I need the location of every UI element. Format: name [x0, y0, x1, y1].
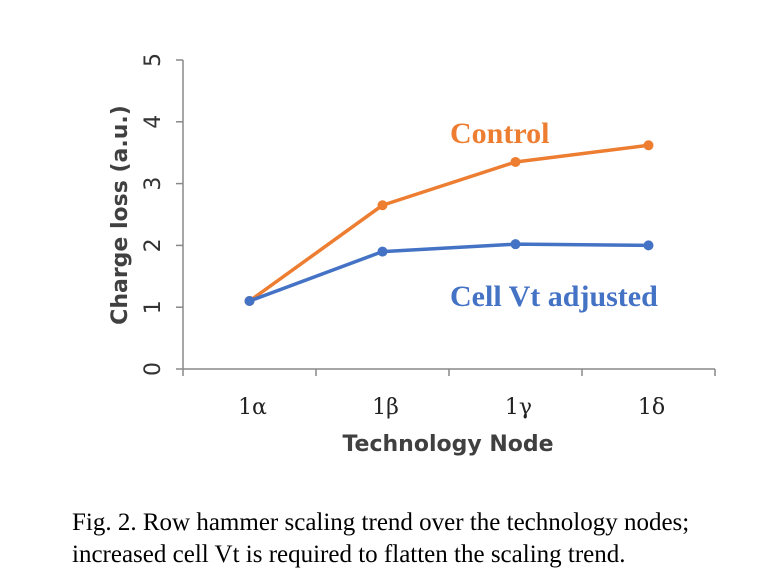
- caption-line-2: increased cell Vt is required to flatten…: [72, 541, 626, 568]
- y-tick-label: 3: [141, 177, 166, 191]
- line-chart: 0 1 2 3 4 5 1α 1β 1γ 1δ Charge loss (a.u.) Techn…: [108, 53, 716, 457]
- data-point: [643, 140, 654, 151]
- y-axis: 0 1 2 3 4 5: [141, 53, 184, 376]
- data-point: [510, 239, 521, 250]
- x-tick-label: 1β: [372, 395, 399, 420]
- data-point: [643, 240, 654, 251]
- x-tick-label: 1δ: [638, 395, 665, 420]
- y-tick-label: 2: [141, 238, 166, 252]
- data-point: [510, 156, 521, 167]
- y-axis-label: Charge loss (a.u.): [108, 105, 133, 325]
- series-label-control: Control: [450, 117, 549, 150]
- caption-line-1: Fig. 2. Row hammer scaling trend over th…: [72, 509, 690, 536]
- data-point: [377, 200, 388, 211]
- series-line-1: [248, 242, 649, 303]
- x-axis-label: Technology Node: [342, 432, 553, 457]
- figure-caption: Fig. 2. Row hammer scaling trend over th…: [72, 507, 762, 571]
- data-point: [244, 296, 255, 307]
- series-layer: [244, 140, 654, 307]
- x-tick-label: 1γ: [505, 395, 532, 420]
- x-tick-label: 1α: [238, 395, 267, 420]
- y-tick-label: 4: [141, 115, 166, 129]
- y-tick-label: 0: [141, 362, 166, 376]
- y-tick-label: 5: [141, 53, 166, 67]
- y-tick-label: 1: [141, 300, 166, 314]
- series-label-cell-vt-adjusted: Cell Vt adjusted: [450, 280, 658, 313]
- data-point: [377, 246, 388, 257]
- x-axis: 1α 1β 1γ 1δ: [182, 368, 716, 420]
- series-line-0: [248, 143, 649, 303]
